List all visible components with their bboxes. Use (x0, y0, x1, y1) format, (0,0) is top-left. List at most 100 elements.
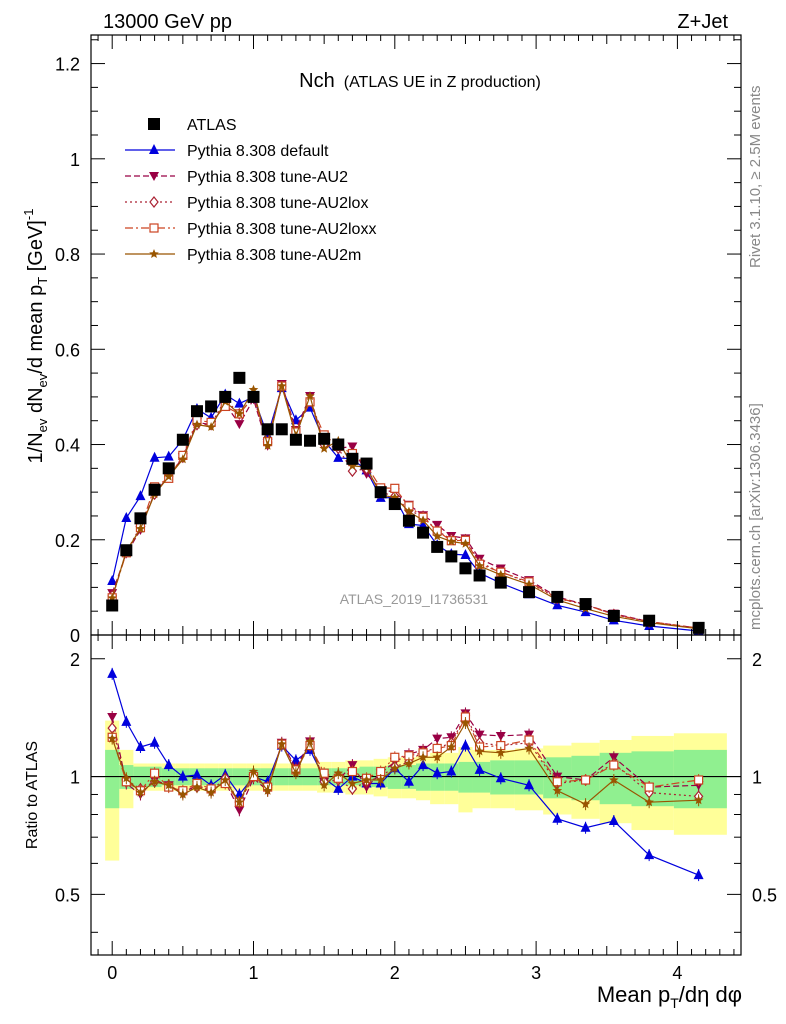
axes-frames (90, 34, 742, 956)
point-pythia-8-308-tune-au2m (192, 419, 202, 429)
ratio-point-pythia-8-308-tune-au2m (361, 775, 372, 784)
point-atlas (417, 526, 430, 539)
ratio-point-pythia-8-308-tune-au2 (432, 734, 443, 744)
ratio-point-pythia-8-308-default (608, 814, 619, 825)
y-axis-label-ratio: Ratio to ATLAS (24, 741, 41, 849)
line-pythia-8-308-tune-au2m (111, 383, 699, 630)
ratio-point-pythia-8-308-tune-au2m (277, 739, 287, 749)
point-pythia-8-308-tune-au2m (390, 492, 400, 502)
point-atlas (692, 621, 705, 634)
point-pythia-8-308-tune-au2m (277, 381, 287, 391)
ratio-point-pythia-8-308-default (403, 775, 414, 786)
ratio-point-pythia-8-308-tune-au2 (234, 806, 245, 816)
ratio-y-tick-label-right: 1 (752, 768, 762, 788)
line-pythia-8-308-tune-au2loxx (111, 383, 699, 629)
point-pythia-8-308-tune-au2m (107, 593, 117, 603)
point-pythia-8-308-tune-au2m (262, 440, 273, 450)
ratio-point-pythia-8-308-tune-au2loxx (552, 777, 562, 787)
ratio-point-pythia-8-308-tune-au2m (319, 780, 329, 790)
legend-item-pythia-8-308-tune-au2loxx: Pythia 8.308 tune-AU2loxx (125, 221, 376, 238)
ratio-point-pythia-8-308-tune-au2loxx (609, 760, 619, 770)
ratio-point-pythia-8-308-tune-au2loxx (580, 775, 591, 785)
ratio-band-green (105, 749, 120, 809)
legend-item-pythia-8-308-tune-au2lox: Pythia 8.308 tune-AU2lox (125, 195, 368, 212)
y-axis-label-main: 1/Nev dNev/d mean pT [GeV]-1 (21, 209, 50, 464)
ratio-band-green (458, 761, 473, 793)
ratio-point-pythia-8-308-default (432, 767, 443, 778)
ratio-line-pythia-8-308-default (111, 673, 699, 876)
y-tick-label: 0.4 (55, 436, 80, 456)
point-atlas (318, 432, 331, 445)
rivet-label: Rivet 3.1.10, ≥ 2.5M events (747, 86, 764, 269)
ratio-point-pythia-8-308-tune-au2m (390, 763, 400, 773)
ratio-point-pythia-8-308-tune-au2m (121, 773, 132, 783)
point-pythia-8-308-default (135, 490, 146, 501)
ratio-point-pythia-8-308-tune-au2m (291, 768, 301, 778)
title-main: Nch (299, 70, 335, 92)
point-pythia-8-308-tune-au2m (248, 384, 259, 394)
point-pythia-8-308-default (580, 606, 591, 617)
ratio-point-pythia-8-308-default (333, 782, 344, 793)
point-atlas (148, 483, 161, 496)
ratio-point-pythia-8-308-tune-au2m (432, 752, 442, 762)
point-atlas (247, 390, 260, 403)
legend-label: Pythia 8.308 tune-AU2loxx (187, 221, 376, 238)
ratio-point-pythia-8-308-default (418, 759, 429, 770)
ratio-point-pythia-8-308-tune-au2 (107, 712, 118, 722)
ratio-point-pythia-8-308-tune-au2loxx (347, 766, 358, 777)
point-atlas (261, 423, 274, 436)
point-atlas (289, 433, 302, 446)
point-atlas (459, 562, 472, 575)
point-atlas (551, 590, 564, 603)
ratio-point-pythia-8-308-tune-au2m (404, 758, 414, 768)
legend-item-atlas: ATLAS (148, 117, 237, 134)
ratio-point-pythia-8-308-tune-au2loxx (390, 752, 400, 762)
point-pythia-8-308-tune-au2m (474, 561, 485, 570)
point-pythia-8-308-default (107, 574, 118, 585)
x-tick-label: 0 (107, 963, 117, 983)
ratio-y-tick-label: 1 (70, 768, 80, 788)
point-pythia-8-308-tune-au2m (496, 569, 506, 579)
ratio-point-pythia-8-308-default (290, 754, 301, 765)
legend-item-pythia-8-308-default: Pythia 8.308 default (125, 143, 329, 160)
ratio-frame (90, 634, 742, 956)
ratio-point-pythia-8-308-tune-au2m (248, 766, 259, 776)
point-atlas (494, 576, 507, 589)
ratio-point-pythia-8-308-tune-au2m (234, 797, 245, 807)
point-atlas (162, 462, 175, 475)
ratio-y-tick-label-right: 0.5 (752, 885, 777, 905)
ratio-point-pythia-8-308-tune-au2m (107, 733, 117, 743)
ratio-point-pythia-8-308-tune-au2m (164, 780, 174, 790)
y-tick-label: 1.2 (55, 55, 80, 75)
ratio-band-green (472, 761, 491, 793)
point-pythia-8-308-default (121, 512, 132, 523)
legend-marker (149, 172, 159, 181)
legend-label: Pythia 8.308 tune-AU2m (187, 247, 361, 264)
legend-marker (149, 223, 159, 233)
ratio-point-pythia-8-308-tune-au2loxx (644, 782, 654, 792)
point-atlas (388, 498, 401, 511)
analysis-label: ATLAS_2019_I1736531 (340, 591, 489, 607)
ratio-point-pythia-8-308-tune-au2 (474, 730, 485, 740)
point-atlas (304, 434, 317, 447)
y-tick-label: 1 (70, 150, 80, 170)
point-pythia-8-308-tune-au2m (305, 391, 315, 401)
ratio-point-pythia-8-308-default (644, 849, 655, 860)
ratio-point-pythia-8-308-default (121, 715, 132, 726)
ratio-point-pythia-8-308-default (524, 779, 535, 790)
ratio-point-pythia-8-308-tune-au2m (206, 787, 216, 797)
mcplots-label: mcplots.cern.ch [arXiv:1306.3436] (747, 403, 764, 630)
series-layer (106, 371, 705, 882)
ratio-point-pythia-8-308-tune-au2m (305, 736, 315, 746)
ratio-y-tick-label: 2 (70, 650, 80, 670)
ratio-point-pythia-8-308-default (693, 869, 704, 880)
ratio-point-pythia-8-308-tune-au2m (347, 778, 358, 788)
y-tick-label: 0.6 (55, 340, 80, 360)
ratio-y-tick-label-right: 2 (752, 650, 762, 670)
point-atlas (233, 371, 246, 384)
ratio-point-pythia-8-308-default (474, 763, 485, 774)
point-pythia-8-308-tune-au2m (234, 408, 245, 418)
legend-marker (148, 118, 160, 130)
legend-label: Pythia 8.308 tune-AU2lox (187, 195, 368, 212)
